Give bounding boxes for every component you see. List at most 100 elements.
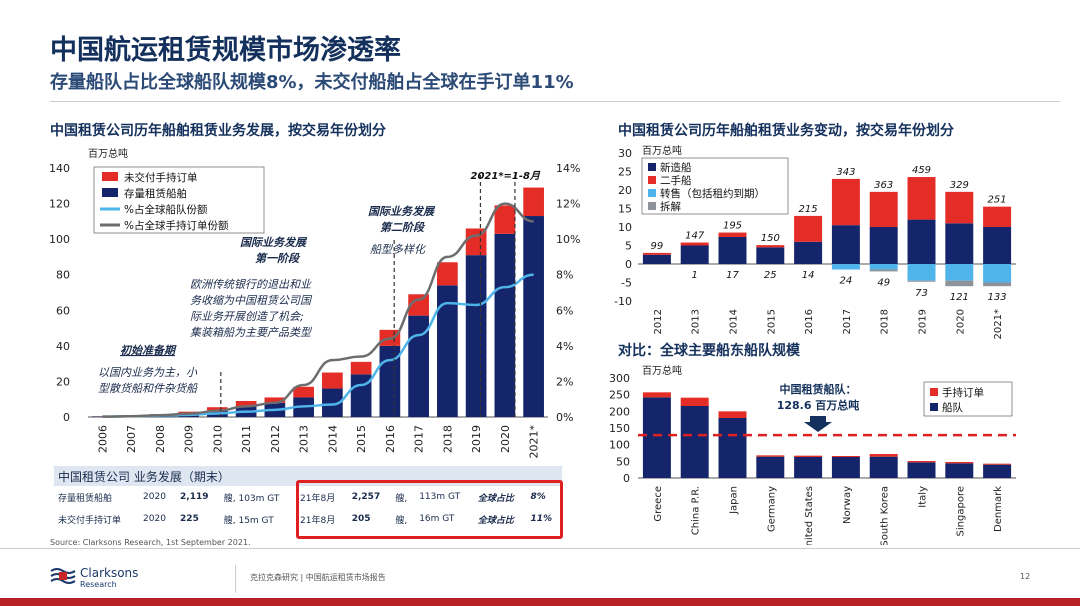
- x-tick-label: 2021*: [528, 425, 541, 459]
- x-tick-label: Japan: [729, 486, 740, 515]
- x-tick-label: 2019: [470, 425, 483, 453]
- phase0-title: 初始准备期: [120, 344, 177, 357]
- table-cell: 2,257: [351, 492, 381, 502]
- y-tick-label: 150: [609, 422, 630, 435]
- x-tick-label: 2010: [211, 425, 224, 453]
- table-cell: 2020: [143, 492, 166, 502]
- y-tick-label: 250: [609, 389, 630, 402]
- bar-segment: [680, 242, 709, 246]
- table-cell: 艘,: [395, 515, 408, 526]
- bottom-accent-bar: [0, 598, 1080, 606]
- x-tick-label: 2017: [413, 425, 426, 453]
- page-title: 中国航运租赁规模市场渗透率: [50, 35, 401, 66]
- bar-fleet: [794, 457, 823, 478]
- legend-box: [641, 157, 789, 215]
- table-cell: 艘, 103m GT: [223, 493, 280, 504]
- phase1-text-3: 际业务开展创造了机会;: [190, 310, 304, 323]
- y-tick-label: -5: [621, 277, 632, 290]
- table-cell: 225: [180, 514, 199, 524]
- legend-label: 未交付手持订单: [124, 171, 198, 184]
- bar-orderbook: [264, 397, 286, 403]
- table-cell: 16m GT: [419, 514, 455, 524]
- bar-segment: [718, 232, 747, 237]
- bar-orderbook: [523, 187, 544, 217]
- bar-segment: [945, 223, 974, 264]
- bar-orderbook: [642, 392, 671, 398]
- page-number: 12: [1020, 572, 1031, 581]
- table-cell: 全球占比: [477, 493, 514, 504]
- bar-stock-fleet: [523, 216, 544, 417]
- data-label-top: 363: [874, 180, 893, 191]
- data-label-bottom: 17: [726, 270, 739, 281]
- data-label-top: 343: [836, 167, 855, 178]
- bar-orderbook: [207, 407, 228, 411]
- x-tick-label: Singapore: [955, 486, 966, 536]
- bar-segment: [869, 269, 898, 272]
- bar-orderbook: [293, 386, 314, 398]
- bar-fleet: [869, 456, 898, 478]
- x-tick-label: China P.R.: [691, 486, 702, 535]
- table-cell: 艘,: [395, 493, 408, 504]
- bar-stock-fleet: [379, 345, 401, 417]
- bar-fleet: [983, 464, 1012, 478]
- highlight-box: [296, 480, 563, 539]
- bar-stock-fleet: [322, 388, 343, 417]
- legend-swatch: [930, 388, 938, 396]
- x-tick-label: 2012: [269, 425, 282, 453]
- y-tick-label: 20: [56, 375, 70, 388]
- x-tick-label: South Korea: [880, 486, 891, 545]
- data-label-bottom: 121: [950, 292, 969, 303]
- data-label-top: 195: [723, 221, 742, 232]
- bar-fleet: [718, 418, 747, 478]
- table-cell: 21年8月: [300, 515, 336, 526]
- y-tick-label: 200: [609, 405, 630, 418]
- data-label-top: 215: [799, 204, 818, 215]
- y-tick-label: 0: [63, 411, 70, 424]
- y-tick-label: 80: [56, 269, 70, 282]
- bar-segment: [831, 225, 860, 264]
- bar-orderbook: [494, 205, 516, 234]
- legend-swatch: [102, 188, 118, 197]
- legend-swatch: [648, 176, 656, 184]
- bar-segment: [680, 245, 709, 264]
- down-arrow-icon: [804, 416, 832, 432]
- legend-swatch: [102, 172, 118, 181]
- y-tick-label: 100: [609, 439, 630, 452]
- bar-stock-fleet: [408, 315, 429, 417]
- y2-tick-label: 4%: [556, 340, 573, 353]
- bar-fleet: [831, 457, 860, 478]
- legend-label: %占全球船队份额: [124, 203, 208, 216]
- bar-segment: [983, 206, 1012, 227]
- y-tick-label: 120: [49, 198, 70, 211]
- bar-segment: [794, 215, 823, 242]
- data-label-bottom: 133: [988, 292, 1007, 303]
- table-cell: 2,119: [180, 492, 209, 502]
- bar-orderbook: [408, 294, 429, 316]
- y-tick-label: -10: [614, 295, 632, 308]
- x-tick-label: Denmark: [993, 486, 1004, 532]
- x-tick-label: 2017: [842, 309, 853, 334]
- legend-box: [923, 381, 1013, 417]
- x-tick-label: 2020: [955, 309, 966, 334]
- bar-segment: [642, 254, 671, 264]
- bar-fleet: [680, 406, 709, 478]
- source-note: Source: Clarksons Research, 1st Septembe…: [50, 538, 251, 547]
- bar-segment: [945, 191, 974, 224]
- bar-segment: [869, 191, 898, 227]
- legend-swatch: [930, 403, 938, 411]
- x-tick-label: 2016: [384, 425, 397, 453]
- x-tick-label: 2009: [183, 425, 196, 453]
- bar-orderbook: [983, 463, 1012, 465]
- x-tick-label: 2019: [918, 309, 929, 334]
- x-tick-label: 2007: [125, 425, 138, 453]
- right-bottom-unit-label: 百万总吨: [642, 364, 682, 377]
- bar-orderbook: [350, 361, 372, 375]
- y-tick-label: 0: [623, 472, 630, 485]
- legend-label: 转售（包括租约到期）: [660, 187, 765, 200]
- data-label-bottom: 49: [877, 277, 890, 288]
- data-label-top: 329: [950, 180, 969, 191]
- legend-label: 新造船: [660, 161, 692, 174]
- data-label-top: 150: [761, 233, 780, 244]
- table-cell: 21年8月: [300, 493, 336, 504]
- x-tick-label: Italy: [918, 486, 929, 508]
